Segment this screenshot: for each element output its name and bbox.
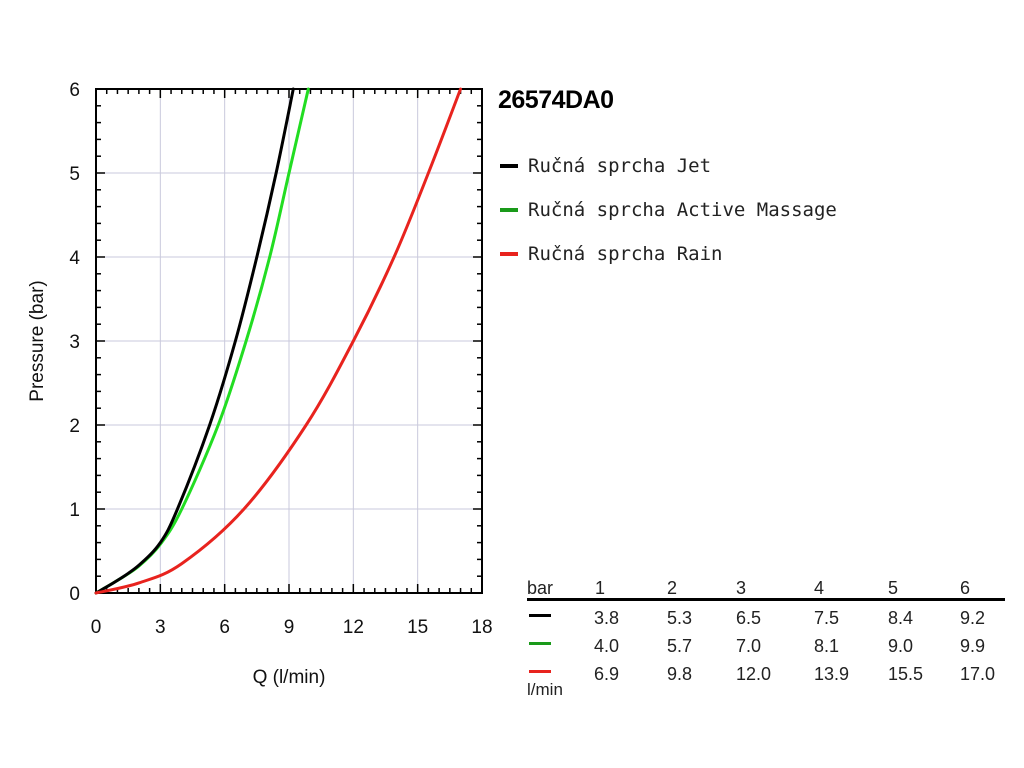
legend-label-active-massage: Ručná sprcha Active Massage <box>528 199 837 221</box>
table-cell: 6.9 <box>594 664 620 684</box>
series-line-jet <box>94 87 295 595</box>
table-cell: 7.0 <box>736 636 762 656</box>
x-tick-label: 12 <box>343 617 364 638</box>
y-tick-label: 5 <box>69 164 80 185</box>
table-header-cell: 1 <box>595 578 606 598</box>
legend-swatch-active-massage <box>500 208 518 212</box>
table-cell: 9.2 <box>960 608 986 628</box>
legend-label-jet: Ručná sprcha Jet <box>528 155 712 177</box>
x-tick-label: 15 <box>407 617 428 638</box>
table-header-rule <box>527 598 1005 601</box>
table-cell: 8.4 <box>888 608 914 628</box>
table-cell: 3.8 <box>594 608 620 628</box>
legend-item-jet: Ručná sprcha Jet <box>500 144 837 188</box>
table-cell: 9.8 <box>667 664 693 684</box>
series-line-rain <box>94 87 463 595</box>
x-axis-label: Q (l/min) <box>253 667 326 688</box>
y-tick-label: 4 <box>69 248 80 269</box>
x-tick-label: 18 <box>471 617 492 638</box>
table-row-color-line <box>529 670 551 673</box>
legend-item-rain: Ručná sprcha Rain <box>500 232 837 276</box>
y-axis-label: Pressure (bar) <box>27 280 48 401</box>
legend-swatch-rain <box>500 252 518 256</box>
legend-item-active-massage: Ručná sprcha Active Massage <box>500 188 837 232</box>
chart-title: 26574DA0 <box>498 86 614 114</box>
table-cell: 9.0 <box>888 636 914 656</box>
table-header-cell: 3 <box>736 578 747 598</box>
table-header-label: bar <box>527 578 554 598</box>
plot-frame <box>95 88 483 594</box>
x-tick-label: 9 <box>284 617 295 638</box>
y-tick-label: 6 <box>69 80 80 101</box>
table-cell: 13.9 <box>814 664 850 684</box>
x-tick-label: 3 <box>155 617 166 638</box>
table-header-cell: 2 <box>667 578 678 598</box>
table-cell: 5.7 <box>667 636 693 656</box>
table-row-color-line <box>529 642 551 645</box>
table-header-cell: 5 <box>888 578 899 598</box>
legend: Ručná sprcha Jet Ručná sprcha Active Mas… <box>500 144 837 276</box>
table-cell: 12.0 <box>736 664 772 684</box>
table-cell: 15.5 <box>888 664 924 684</box>
table-unit-label: l/min <box>527 680 563 699</box>
table-header-cell: 6 <box>960 578 971 598</box>
x-tick-label: 0 <box>91 617 102 638</box>
table-cell: 7.5 <box>814 608 840 628</box>
y-tick-label: 0 <box>69 584 80 605</box>
table-row-color-line <box>529 614 551 617</box>
table-cell: 4.0 <box>594 636 620 656</box>
table-cell: 6.5 <box>736 608 762 628</box>
table-cell: 5.3 <box>667 608 693 628</box>
legend-label-rain: Ručná sprcha Rain <box>528 243 723 265</box>
table-header-cell: 4 <box>814 578 825 598</box>
legend-swatch-jet <box>500 164 518 168</box>
y-tick-label: 1 <box>69 500 80 521</box>
table-cell: 9.9 <box>960 636 986 656</box>
y-tick-label: 3 <box>69 332 80 353</box>
y-tick-label: 2 <box>69 416 80 437</box>
table-cell: 8.1 <box>814 636 840 656</box>
x-tick-label: 6 <box>219 617 230 638</box>
table-cell: 17.0 <box>960 664 996 684</box>
